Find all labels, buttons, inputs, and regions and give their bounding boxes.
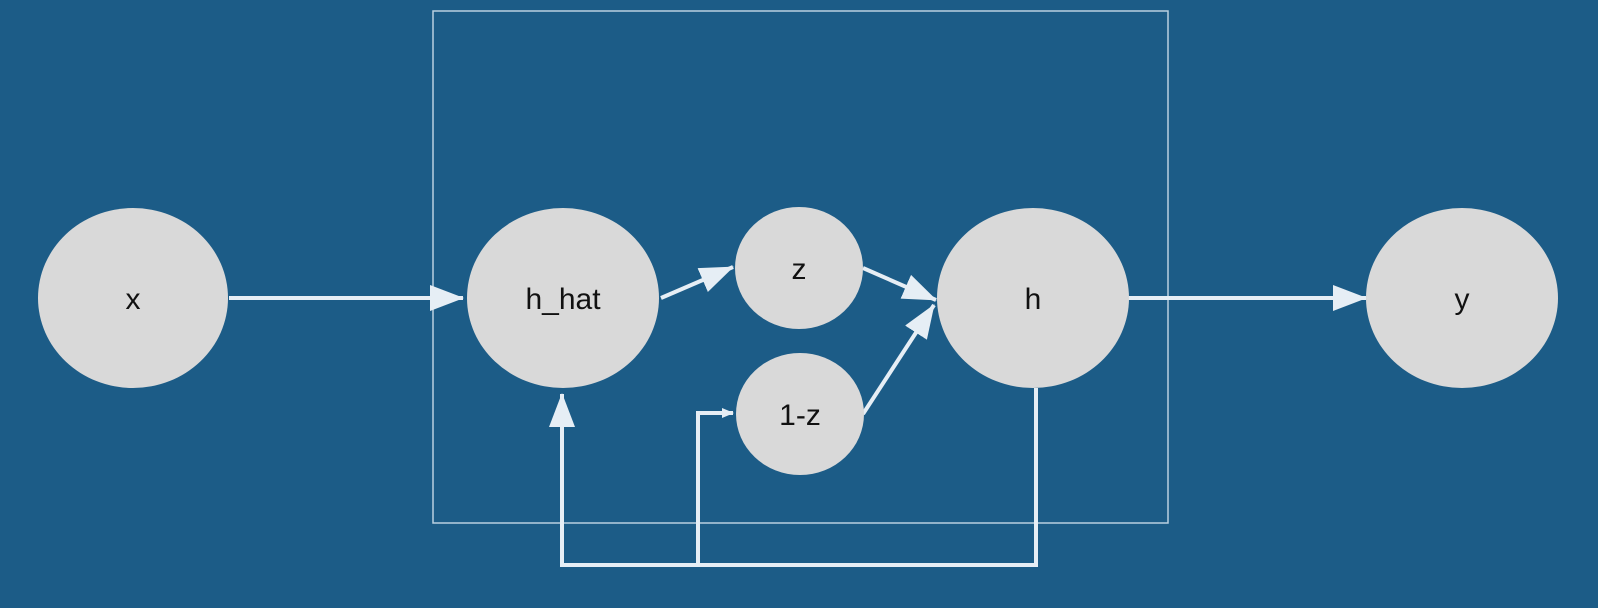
node-h-label: h xyxy=(1025,283,1042,316)
edge-h-hat-to-z xyxy=(660,265,734,300)
node-x-label: x xyxy=(126,283,141,316)
node-z-label: z xyxy=(792,253,807,286)
node-y-label: y xyxy=(1455,283,1470,316)
node-x: x xyxy=(38,208,228,388)
edge-z-to-h xyxy=(862,266,937,302)
node-z: z xyxy=(735,207,863,329)
node-h: h xyxy=(937,208,1129,388)
node-one-minus-z: 1-z xyxy=(736,353,864,475)
cell-frame xyxy=(432,10,1169,524)
node-y: y xyxy=(1366,208,1558,388)
edge-h-feedback-to-one-minus-z xyxy=(696,408,734,565)
node-h-hat-label: h_hat xyxy=(525,283,601,316)
edge-one-minus-z-to-h xyxy=(861,303,936,416)
node-h-hat: h_hat xyxy=(467,208,659,388)
edge-h-feedback-to-h-hat xyxy=(549,388,1038,567)
node-one-minus-z-label: 1-z xyxy=(779,399,821,432)
